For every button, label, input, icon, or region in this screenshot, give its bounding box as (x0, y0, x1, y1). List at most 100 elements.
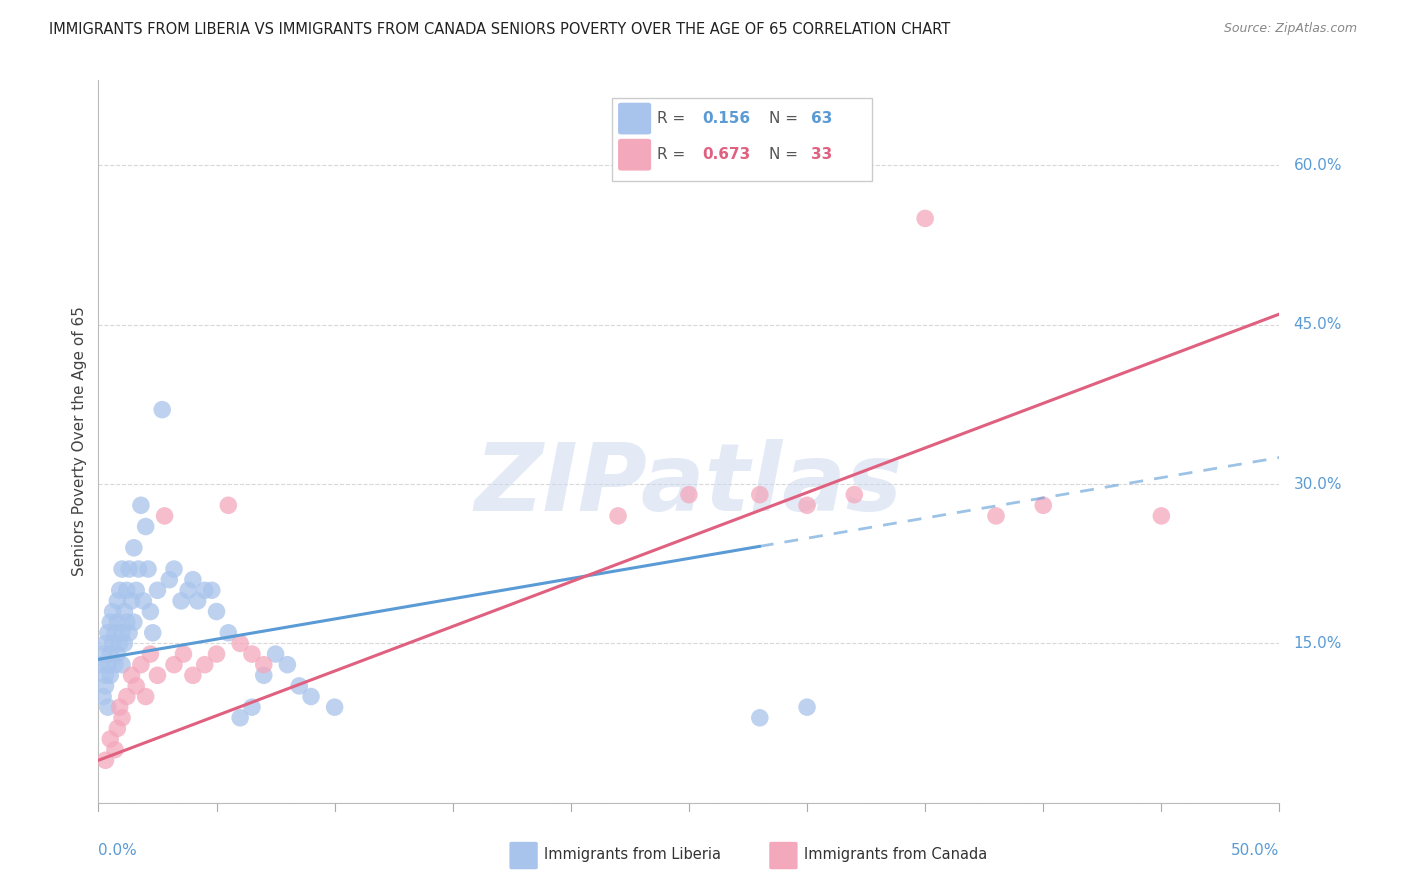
Point (111, 711, 134, 725)
Text: 63: 63 (811, 112, 832, 126)
Point (299, 690, 322, 704)
Point (217, 498, 239, 512)
Point (253, 657, 276, 672)
Text: R =: R = (657, 112, 690, 126)
Point (1032, 498, 1054, 512)
Point (844, 488, 866, 502)
Point (135, 519, 157, 533)
Point (111, 657, 134, 672)
Point (146, 583, 169, 598)
Point (170, 594, 193, 608)
Point (122, 615, 145, 630)
Point (94, 636, 117, 650)
Point (97, 700, 120, 714)
Point (240, 647, 263, 661)
Point (108, 700, 131, 714)
Point (105, 722, 128, 736)
Point (796, 700, 818, 714)
Point (172, 647, 194, 661)
FancyBboxPatch shape (769, 842, 797, 870)
Text: 45.0%: 45.0% (1294, 318, 1341, 332)
Point (104, 657, 127, 672)
Point (153, 508, 176, 523)
Point (139, 647, 162, 661)
Point (94, 668, 117, 682)
Point (98, 615, 121, 630)
Point (748, 711, 770, 725)
Point (108, 583, 131, 598)
Text: 33: 33 (811, 147, 832, 162)
Point (98, 668, 121, 682)
Point (108, 636, 131, 650)
Point (98, 647, 121, 661)
FancyBboxPatch shape (612, 98, 872, 181)
Point (150, 402, 173, 417)
Text: Immigrants from Liberia: Immigrants from Liberia (544, 847, 721, 863)
Point (132, 594, 155, 608)
Point (98, 732, 121, 747)
Point (276, 657, 298, 672)
Point (115, 690, 138, 704)
Text: R =: R = (657, 147, 690, 162)
Point (101, 636, 124, 650)
Point (94, 753, 117, 767)
Text: 0.0%: 0.0% (98, 843, 138, 857)
Point (125, 583, 148, 598)
Point (111, 625, 134, 640)
Point (914, 211, 936, 226)
Point (607, 508, 630, 523)
Text: 0.156: 0.156 (702, 112, 749, 126)
Point (163, 562, 186, 576)
Point (112, 636, 135, 650)
Text: IMMIGRANTS FROM LIBERIA VS IMMIGRANTS FROM CANADA SENIORS POVERTY OVER THE AGE O: IMMIGRANTS FROM LIBERIA VS IMMIGRANTS FR… (49, 22, 950, 37)
Point (194, 583, 217, 598)
Point (105, 594, 128, 608)
FancyBboxPatch shape (509, 842, 537, 870)
Point (136, 562, 159, 576)
Point (146, 668, 169, 682)
Point (323, 700, 346, 714)
Point (678, 488, 700, 502)
Point (128, 562, 150, 576)
Point (105, 615, 128, 630)
Point (125, 679, 148, 693)
Point (288, 679, 311, 693)
Point (264, 647, 287, 661)
Text: 50.0%: 50.0% (1232, 843, 1279, 857)
Point (115, 583, 138, 598)
Point (104, 625, 127, 640)
Text: ZIPatlas: ZIPatlas (475, 439, 903, 531)
Point (91, 647, 114, 661)
Point (748, 488, 770, 502)
Text: N =: N = (769, 112, 803, 126)
Point (217, 625, 239, 640)
Point (90, 657, 112, 672)
Point (129, 657, 152, 672)
Point (181, 573, 204, 587)
Point (112, 605, 135, 619)
Point (118, 562, 141, 576)
Point (101, 605, 124, 619)
Point (187, 594, 209, 608)
Point (253, 668, 276, 682)
Point (201, 583, 224, 598)
Point (205, 647, 228, 661)
Point (129, 498, 152, 512)
Point (121, 668, 143, 682)
Point (121, 594, 143, 608)
Text: 0.673: 0.673 (702, 147, 751, 162)
Point (118, 625, 141, 640)
Point (135, 690, 157, 704)
Point (142, 625, 165, 640)
Point (163, 657, 186, 672)
Point (205, 605, 228, 619)
Y-axis label: Seniors Poverty Over the Age of 65: Seniors Poverty Over the Age of 65 (72, 307, 87, 576)
Point (104, 742, 127, 756)
Point (94, 679, 117, 693)
Point (796, 498, 818, 512)
Point (115, 615, 138, 630)
FancyBboxPatch shape (619, 139, 651, 170)
Point (1150, 508, 1173, 523)
Point (181, 668, 204, 682)
Point (97, 657, 120, 672)
